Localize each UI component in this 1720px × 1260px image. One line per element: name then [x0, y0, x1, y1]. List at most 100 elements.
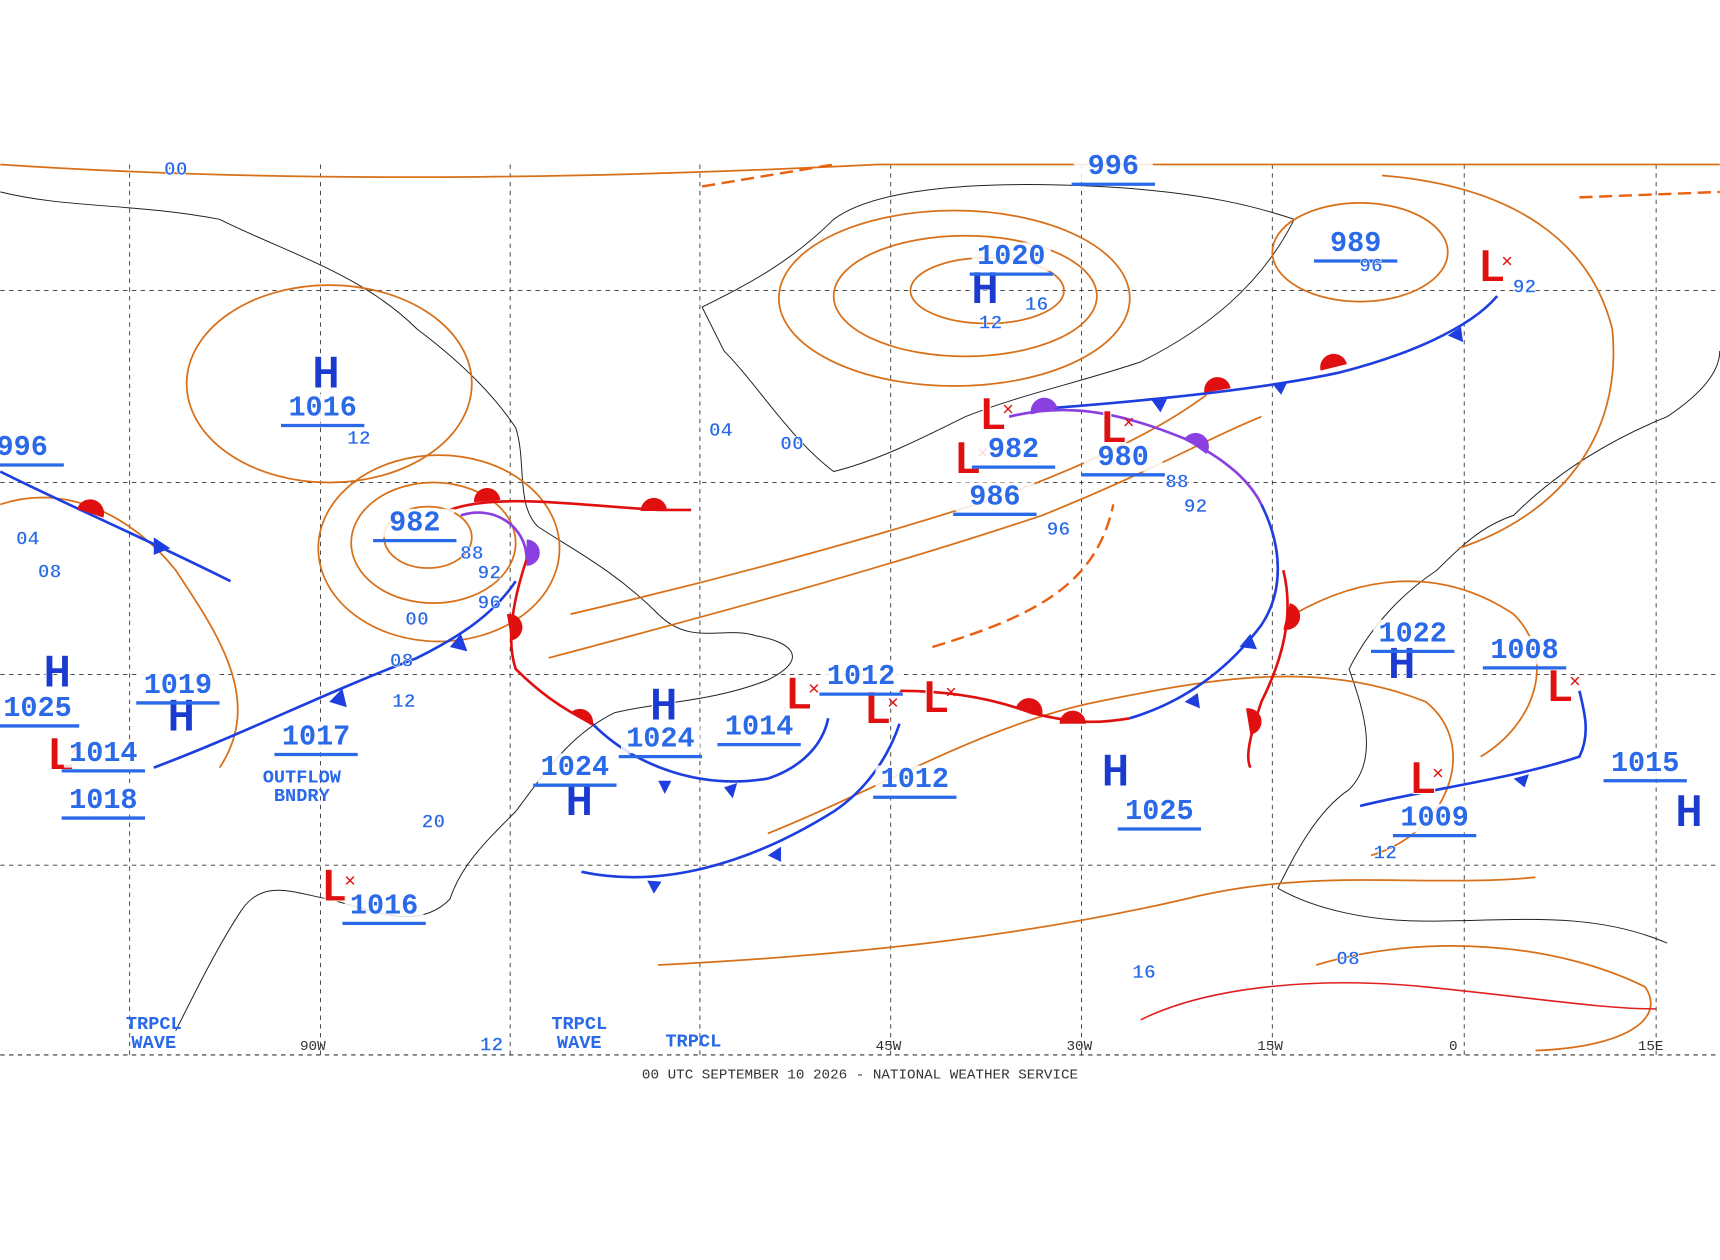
pressure-label: 1024	[541, 751, 609, 784]
warm-pip	[473, 487, 501, 503]
cold-pip	[1272, 381, 1288, 395]
cold-front	[1052, 295, 1499, 410]
pressure-label: 1016	[350, 889, 418, 922]
low-marker: ×	[808, 679, 820, 701]
isobar-label: 16	[1025, 294, 1049, 316]
label-backing	[1395, 803, 1475, 833]
high-center: H	[1675, 787, 1704, 841]
pressure-label: 980	[1098, 441, 1149, 474]
high-center: H	[1101, 747, 1130, 801]
label-backing	[344, 891, 424, 921]
low-center: L	[921, 673, 950, 727]
isobar	[185, 284, 473, 484]
annotation: TRPCL	[126, 1013, 182, 1035]
cold-pip	[1513, 774, 1529, 788]
annotation: WAVE	[557, 1032, 602, 1054]
isobar-label: 12	[392, 691, 416, 713]
label-backing	[535, 753, 615, 782]
cold-pip	[329, 688, 347, 708]
longitude-label: 15E	[1638, 1039, 1664, 1055]
pressure-label: 1012	[881, 763, 949, 796]
pressure-label: 1018	[69, 784, 137, 817]
label-backing	[0, 694, 78, 723]
pressure-label: 1022	[1378, 617, 1446, 650]
low-marker: ×	[1569, 671, 1581, 693]
footer: 00 UTC SEPTEMBER 10 2026 - NATIONAL WEAT…	[642, 1067, 1078, 1083]
label-backing	[63, 739, 143, 768]
cold-front	[153, 580, 517, 769]
cold-front	[1129, 503, 1280, 720]
cold-pip	[1239, 633, 1257, 650]
pressure-label: 1024	[626, 723, 694, 756]
label-backing	[821, 662, 901, 691]
pressure-label: 1019	[144, 669, 212, 702]
warm-front	[449, 499, 692, 512]
label-backing	[971, 242, 1051, 271]
pressure-label: 1012	[827, 660, 895, 693]
low-marker: ×	[887, 693, 899, 715]
isobar-label: 12	[979, 313, 1003, 335]
isobar	[0, 496, 239, 769]
isobar-label: 08	[390, 650, 414, 672]
coastline	[1277, 350, 1720, 889]
cold-pip	[1151, 399, 1168, 413]
cold-pip	[647, 880, 662, 894]
warm-front	[509, 558, 594, 725]
label-backing	[1316, 229, 1396, 258]
cold-pip	[1447, 326, 1464, 343]
cold-pip	[449, 633, 468, 652]
low-marker: ×	[1123, 413, 1135, 435]
isobar-label: 00	[164, 159, 188, 181]
pressure-label: 1015	[1611, 747, 1679, 780]
map-area	[0, 164, 1720, 1055]
isobar-label: 88	[460, 543, 484, 565]
warm-pip	[1204, 377, 1231, 393]
label-backing	[138, 671, 218, 700]
annotation: WAVE	[131, 1032, 176, 1054]
warm-pip	[1283, 603, 1301, 630]
isobar-label: 96	[1359, 256, 1383, 278]
label-backing	[1073, 152, 1153, 181]
pressure-label: 1009	[1400, 802, 1468, 835]
longitude-label: 0	[1449, 1039, 1458, 1055]
warm-pip	[506, 613, 523, 641]
trough	[932, 504, 1115, 649]
isobar-label: 96	[1047, 519, 1071, 541]
isobar-label: 12	[347, 428, 371, 450]
pressure-label: 1014	[69, 737, 137, 770]
isobar-label: 12	[1373, 842, 1397, 864]
isobar-label: 12	[480, 1034, 504, 1056]
pressure-label: 1008	[1490, 634, 1558, 667]
annotation: TRPCL	[665, 1031, 721, 1053]
longitude-label: 90W	[300, 1039, 326, 1055]
cold-pip	[658, 780, 672, 794]
cold-pip	[153, 537, 171, 555]
isobar	[777, 209, 1131, 387]
isobar	[317, 454, 561, 643]
annotation: OUTFLOW	[263, 766, 342, 788]
isobar-label: 20	[422, 812, 446, 834]
isobar-label: 92	[1184, 496, 1208, 518]
isobar-label: 92	[478, 563, 502, 585]
warm-front	[1246, 569, 1289, 769]
warm-pip	[1015, 698, 1043, 715]
cold-front	[1359, 690, 1588, 808]
pressure-label: 1020	[977, 240, 1045, 273]
isobar-label: 16	[1132, 962, 1156, 984]
label-backing	[875, 765, 955, 794]
pressure-label: 982	[988, 433, 1039, 466]
label-backing	[1373, 619, 1453, 649]
label-backing	[0, 433, 62, 462]
label-backing	[719, 712, 799, 742]
isobar	[0, 163, 1720, 179]
pressure-label: 989	[1330, 227, 1381, 260]
warm-pip	[640, 497, 667, 512]
pressure-label: 1025	[3, 692, 71, 725]
isobar-label: 04	[16, 529, 40, 551]
isobar-label: 96	[478, 592, 502, 614]
trough	[1579, 190, 1720, 199]
isobar	[1315, 945, 1652, 1052]
label-backing	[1119, 797, 1199, 826]
